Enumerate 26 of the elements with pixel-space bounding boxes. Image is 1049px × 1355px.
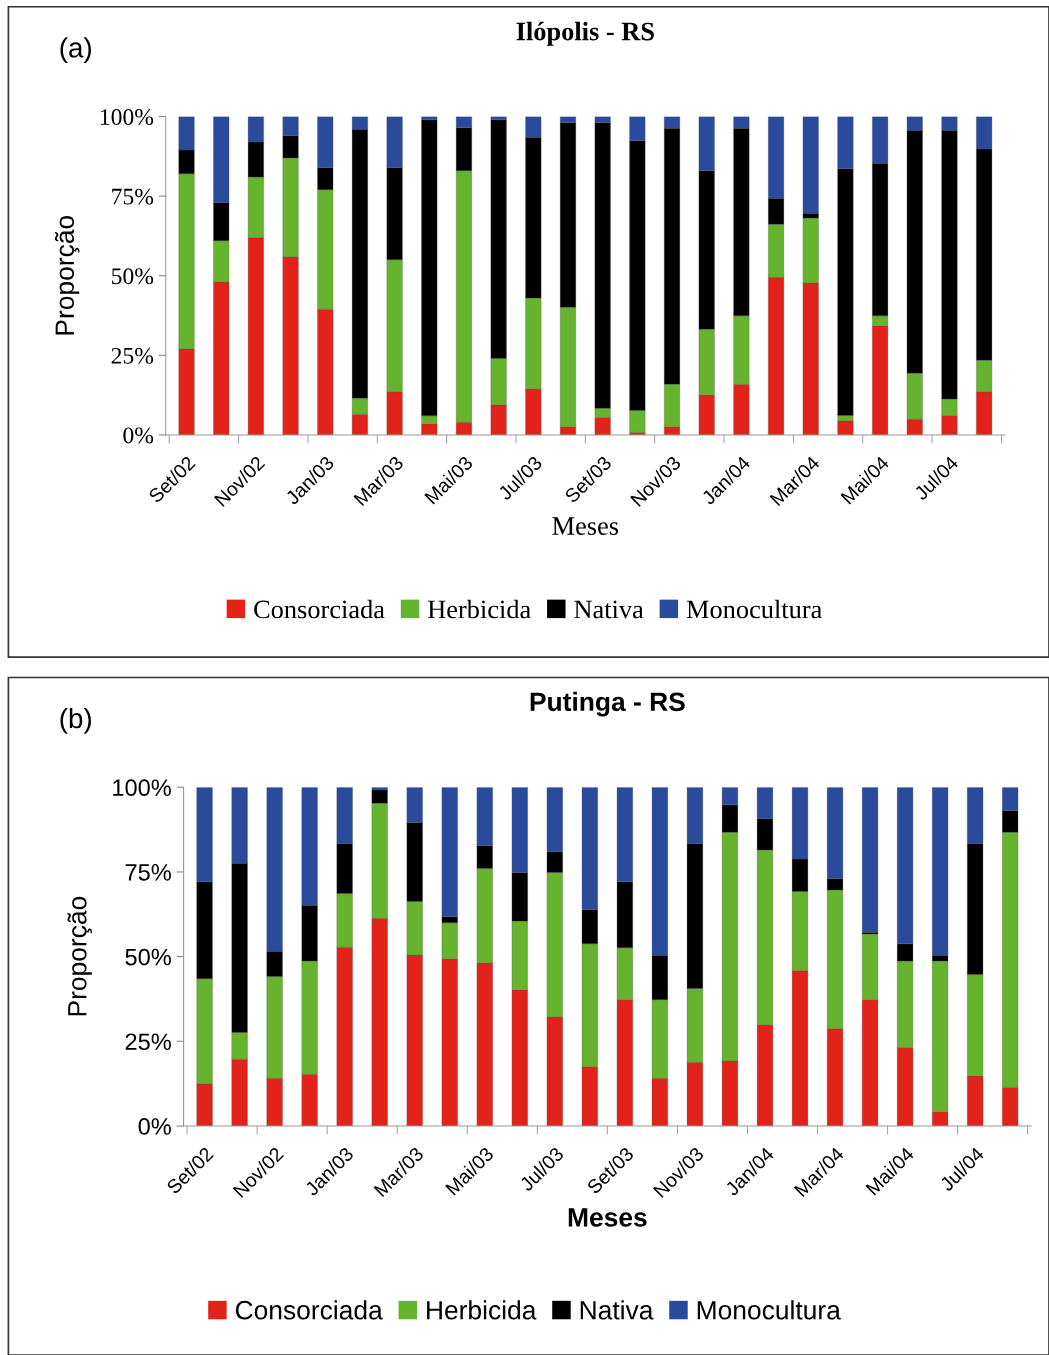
y-axis-title: Proporção [54, 215, 80, 335]
y-tick-label: 100% [100, 109, 154, 126]
y-tick-label: 50% [125, 948, 171, 966]
chart-title: Ilópolis - RS [516, 21, 654, 46]
x-axis-title: Meses [552, 517, 619, 535]
y-tick-label: 25% [125, 1033, 171, 1051]
y-tick-label: 0% [123, 427, 154, 444]
text: (b) [60, 707, 91, 734]
legend-label: Nativa [580, 1300, 654, 1320]
legend-label: Consorciada [254, 599, 385, 619]
legend-label: Monocultura [697, 1300, 841, 1320]
legend-label: Consorciada [235, 1300, 383, 1320]
y-tick-label: 25% [111, 347, 154, 364]
y-axis-title: Proporção [67, 896, 92, 1016]
legend-label: Monocultura [686, 599, 822, 619]
y-tick-label: 50% [112, 268, 154, 285]
legend-label: Herbicida [427, 599, 531, 619]
legend-label: Nativa [574, 600, 644, 619]
y-tick-label: 75% [112, 188, 154, 205]
y-tick-label: 75% [125, 864, 171, 881]
y-tick-label: 0% [138, 1118, 171, 1135]
text: (a) [60, 37, 91, 64]
y-tick-label: 100% [113, 779, 171, 797]
chart-title: Putinga - RS [530, 691, 685, 717]
legend-label: Herbicida [427, 1300, 537, 1320]
x-axis-title: Meses [568, 1208, 647, 1227]
